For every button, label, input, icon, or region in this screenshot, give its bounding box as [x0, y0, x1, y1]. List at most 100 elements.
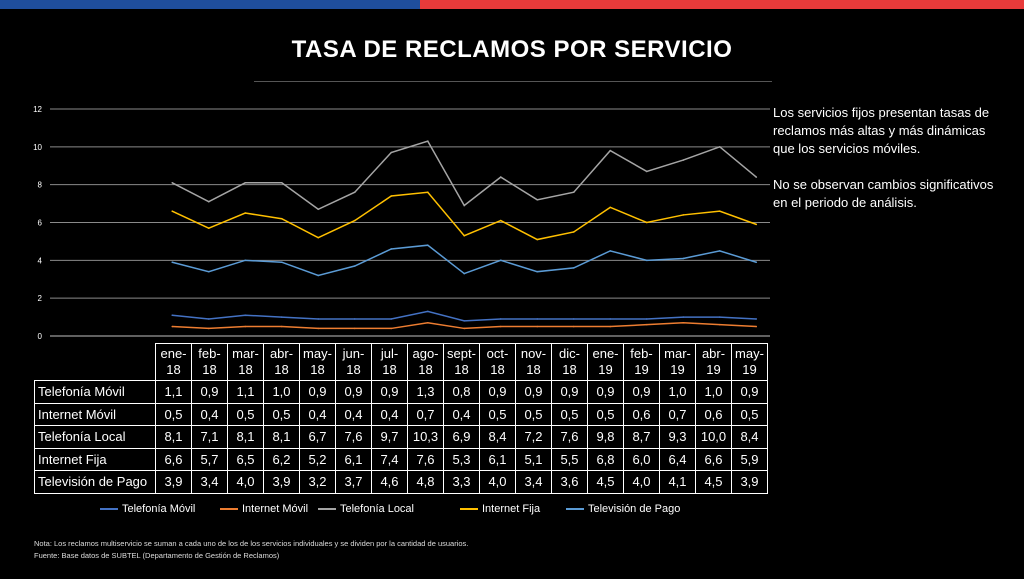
table-cell: 3,4: [192, 471, 228, 494]
data-point: [171, 210, 173, 212]
data-point: [244, 260, 246, 262]
table-cell: 3,9: [264, 471, 300, 494]
table-cell: 6,1: [480, 448, 516, 471]
column-header-text: 18: [192, 362, 227, 378]
commentary-paragraph-1: Los servicios fijos presentan tasas de r…: [773, 104, 1005, 158]
data-point: [573, 318, 575, 320]
table-cell: 0,9: [732, 381, 768, 404]
table-cell: 3,9: [156, 471, 192, 494]
table-cell: 0,4: [192, 403, 228, 426]
data-point: [208, 318, 210, 320]
series-line-1: [172, 323, 756, 329]
table-column-header: abr- 18: [264, 344, 300, 381]
table-cell: 1,0: [696, 381, 732, 404]
data-point: [281, 182, 283, 184]
commentary: Los servicios fijos presentan tasas de r…: [773, 104, 1005, 230]
y-tick-label: 8: [38, 181, 43, 190]
table-cell: 3,6: [552, 471, 588, 494]
legend-swatch: [318, 508, 336, 510]
table-cell: 8,4: [480, 426, 516, 449]
table-cell: 0,5: [480, 403, 516, 426]
data-point: [500, 318, 502, 320]
table-row-label: Telefonía Móvil: [35, 381, 156, 404]
data-point: [573, 191, 575, 193]
table-cell: 0,5: [588, 403, 624, 426]
data-point: [646, 318, 648, 320]
column-header-text: feb-: [192, 346, 227, 362]
table-cell: 0,9: [552, 381, 588, 404]
y-tick-label: 12: [33, 105, 42, 114]
column-header-text: mar-: [660, 346, 695, 362]
table-cell: 5,3: [444, 448, 480, 471]
column-header-text: ago-: [408, 346, 443, 362]
table-cell: 3,7: [336, 471, 372, 494]
table-cell: 0,9: [300, 381, 336, 404]
table-cell: 0,4: [300, 403, 336, 426]
table-cell: 5,7: [192, 448, 228, 471]
table-row-label: Televisión de Pago: [35, 471, 156, 494]
data-point: [609, 207, 611, 209]
data-point: [755, 318, 757, 320]
data-point: [682, 322, 684, 324]
legend-item: Telefonía Local: [318, 500, 414, 518]
table-cell: 9,7: [372, 426, 408, 449]
column-header-text: oct-: [480, 346, 515, 362]
column-header-text: 19: [588, 362, 623, 378]
table-cell: 4,0: [228, 471, 264, 494]
table-cell: 0,9: [624, 381, 660, 404]
data-point: [427, 322, 429, 324]
data-point: [719, 250, 721, 252]
data-point: [609, 150, 611, 152]
data-point: [427, 244, 429, 246]
table-cell: 0,4: [336, 403, 372, 426]
data-point: [536, 326, 538, 328]
table-cell: 4,5: [696, 471, 732, 494]
column-header-text: may-: [300, 346, 335, 362]
series-line-0: [172, 311, 756, 320]
data-point: [281, 261, 283, 263]
table-cell: 1,3: [408, 381, 444, 404]
column-header-text: may-: [732, 346, 767, 362]
column-header-text: abr-: [264, 346, 299, 362]
table-cell: 10,0: [696, 426, 732, 449]
table-cell: 3,3: [444, 471, 480, 494]
data-point: [500, 326, 502, 328]
data-point: [719, 210, 721, 212]
column-header-text: dic-: [552, 346, 587, 362]
data-point: [171, 182, 173, 184]
column-header-text: feb-: [624, 346, 659, 362]
legend-label: Telefonía Local: [340, 503, 414, 515]
data-point: [755, 176, 757, 178]
table-row: Internet Móvil 0,5 0,4 0,5 0,5 0,4 0,4 0,4 0,7 0,…: [35, 403, 768, 426]
table-header-row: ene- 18 feb- 18 mar- 18 abr- 18 may- 18 jun- 18 jul-…: [35, 344, 768, 381]
data-point: [171, 261, 173, 263]
data-point: [171, 314, 173, 316]
column-header-text: 18: [156, 362, 191, 378]
data-table: ene- 18 feb- 18 mar- 18 abr- 18 may- 18 jun- 18 jul-…: [34, 343, 768, 494]
table-row-label: Internet Móvil: [35, 403, 156, 426]
column-header-text: 18: [552, 362, 587, 378]
data-point: [500, 176, 502, 178]
data-point: [719, 316, 721, 318]
data-point: [390, 152, 392, 154]
data-point: [682, 258, 684, 260]
table-cell: 0,9: [336, 381, 372, 404]
table-row: Telefonía Móvil 1,1 0,9 1,1 1,0 0,9 0,9 0,9 1,3 0…: [35, 381, 768, 404]
table-cell: 5,1: [516, 448, 552, 471]
table-cell: 6,0: [624, 448, 660, 471]
data-point: [646, 324, 648, 326]
table-cell: 0,4: [444, 403, 480, 426]
table-cell: 6,8: [588, 448, 624, 471]
legend-item: Telefonía Móvil: [100, 500, 195, 518]
data-point: [682, 214, 684, 216]
table-cell: 6,7: [300, 426, 336, 449]
legend-label: Internet Fija: [482, 503, 540, 515]
table-cell: 0,5: [516, 403, 552, 426]
legend-swatch: [566, 508, 584, 510]
footnote: Nota: Los reclamos multiservicio se suma…: [34, 538, 468, 562]
y-tick-label: 6: [38, 219, 43, 228]
table-row: Televisión de Pago 3,9 3,4 4,0 3,9 3,2 3,7 4,6 4…: [35, 471, 768, 494]
data-point: [244, 212, 246, 214]
data-point: [354, 265, 356, 267]
data-point: [609, 250, 611, 252]
